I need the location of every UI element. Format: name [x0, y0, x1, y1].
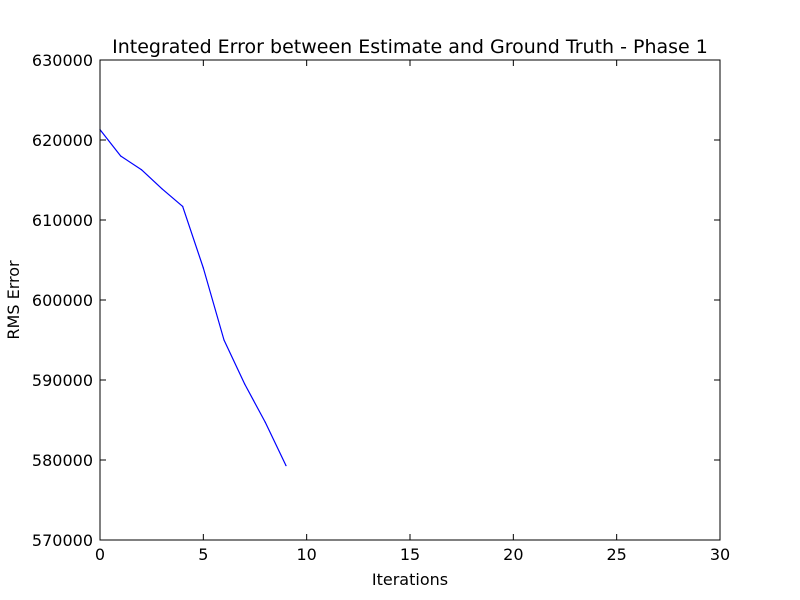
y-tick-label: 580000	[32, 451, 93, 470]
series-layer	[99, 129, 287, 467]
y-tick-label: 590000	[32, 371, 93, 390]
y-tick-label: 630000	[32, 51, 93, 70]
series-line	[99, 129, 287, 466]
y-tick-label: 570000	[32, 531, 93, 550]
data-point	[223, 339, 225, 341]
data-point	[285, 465, 287, 467]
data-point	[120, 155, 122, 157]
ticks-layer: 0 5 10 15 20 25 30 570000 580000 590000 600000 6100…	[32, 51, 730, 564]
x-tick-label: 10	[296, 545, 316, 564]
x-tick-label: 25	[606, 545, 626, 564]
x-tick-label: 0	[95, 545, 105, 564]
data-point	[182, 205, 184, 207]
plot-frame	[99, 59, 721, 541]
data-point	[161, 188, 163, 190]
y-tick-label: 600000	[32, 291, 93, 310]
y-axis-label: RMS Error	[4, 260, 23, 340]
x-tick-label: 15	[400, 545, 420, 564]
data-point	[140, 169, 142, 171]
plot-area	[100, 60, 720, 540]
x-axis-label: Iterations	[372, 570, 448, 589]
chart-title: Integrated Error between Estimate and Gr…	[112, 36, 708, 58]
x-tick-label: 30	[710, 545, 730, 564]
data-point	[202, 267, 204, 269]
y-tick-label: 610000	[32, 211, 93, 230]
y-tick-label: 620000	[32, 131, 93, 150]
data-point	[244, 383, 246, 385]
data-point	[264, 421, 266, 423]
x-tick-label: 20	[503, 545, 523, 564]
x-tick-label: 5	[198, 545, 208, 564]
